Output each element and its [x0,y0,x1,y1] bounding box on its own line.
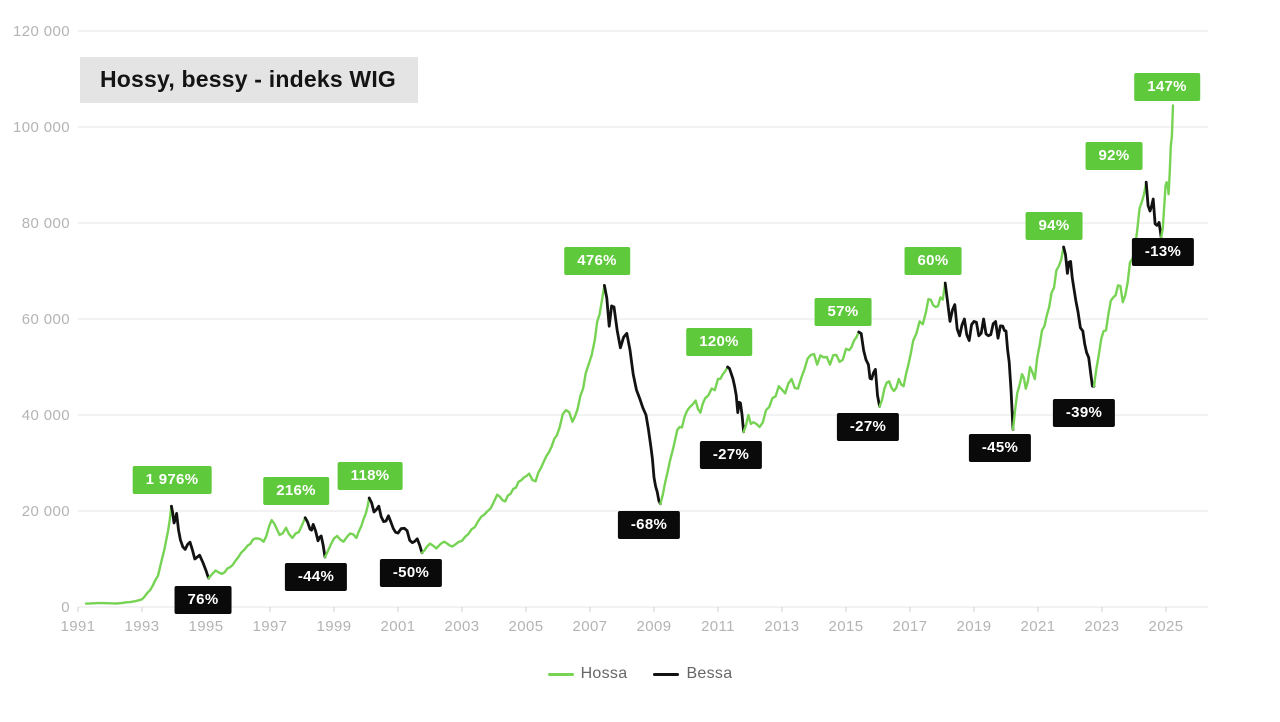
series-hossa-segment [1092,181,1148,388]
pct-label-hossa: 92% [1085,142,1143,170]
y-tick-label: 120 000 [12,23,70,40]
x-tick-label: 2001 [380,618,416,635]
legend-swatch-hossa-icon [547,672,574,676]
legend-swatch-bessa-icon [653,672,680,676]
series-hossa-segment [742,330,860,433]
x-tick-label: 1993 [124,618,160,635]
pct-label-hossa: 94% [1025,212,1083,240]
pct-label-bessa: -39% [1052,399,1116,427]
series-hossa-segment [84,505,173,605]
series-hossa-segment [323,496,371,559]
pct-label-hossa: 60% [904,247,962,275]
x-tick-label: 2021 [1020,618,1056,635]
legend: Hossa Bessa [0,665,1280,683]
pct-label-bessa: -13% [1131,238,1195,266]
series-bessa-segment [1144,180,1163,239]
chart-title: Hossy, bessy - indeks WIG [80,57,419,103]
x-tick-label: 2019 [956,618,992,635]
series-bessa-segment [943,281,1015,431]
series-bessa-segment [367,496,424,555]
x-tick-label: 2005 [508,618,544,635]
series-hossa-segment [1011,245,1065,431]
pct-label-hossa: 57% [814,298,872,326]
x-tick-label: 1995 [188,618,224,635]
x-tick-label: 2023 [1084,618,1120,635]
pct-label-bessa: -50% [379,559,443,587]
x-tick-label: 1991 [60,618,96,635]
x-tick-label: 1999 [316,618,352,635]
x-tick-label: 2017 [892,618,928,635]
y-tick-label: 100 000 [12,119,70,136]
pct-label-bessa: -27% [836,413,900,441]
pct-label-hossa: 120% [686,328,752,356]
series-hossa-segment [207,516,307,580]
series-bessa-segment [1062,245,1096,388]
x-tick-label: 2011 [701,618,735,635]
x-tick-label: 2013 [764,618,800,635]
legend-label: Hossa [580,665,628,682]
pct-label-hossa: 216% [263,477,329,505]
x-tick-label: 2009 [636,618,672,635]
series-bessa-segment [170,504,210,580]
pct-label-hossa: 118% [337,462,403,490]
x-tick-label: 2015 [828,618,864,635]
x-tick-label: 2007 [572,618,608,635]
x-tick-label: 2025 [1148,618,1184,635]
y-tick-label: 20 000 [21,503,70,520]
pct-label-hossa: 476% [564,247,630,275]
y-tick-label: 40 000 [21,407,70,424]
series-bessa-segment [726,365,745,434]
pct-label-bessa: -27% [699,441,763,469]
y-tick-label: 80 000 [21,215,70,232]
series-hossa-segment [659,365,729,505]
legend-item-bessa: Bessa [653,665,732,683]
x-tick-label: 1997 [252,618,288,635]
series-bessa-segment [603,284,662,506]
pct-label-bessa: 76% [174,586,232,614]
legend-item-hossa: Hossa [547,665,628,683]
series-bessa-segment [857,330,881,408]
legend-label: Bessa [686,665,733,682]
y-tick-label: 60 000 [21,311,70,328]
y-tick-label: 0 [61,599,70,616]
pct-label-bessa: -68% [617,511,681,539]
series-hossa-segment [1160,104,1175,239]
x-tick-label: 2003 [444,618,480,635]
series-bessa-segment [303,516,327,559]
series-hossa-segment [878,281,947,408]
pct-label-bessa: -44% [284,563,348,591]
series-hossa-segment [420,284,606,554]
pct-label-hossa: 147% [1134,73,1200,101]
pct-label-bessa: -45% [968,434,1032,462]
pct-label-hossa: 1 976% [132,466,212,494]
